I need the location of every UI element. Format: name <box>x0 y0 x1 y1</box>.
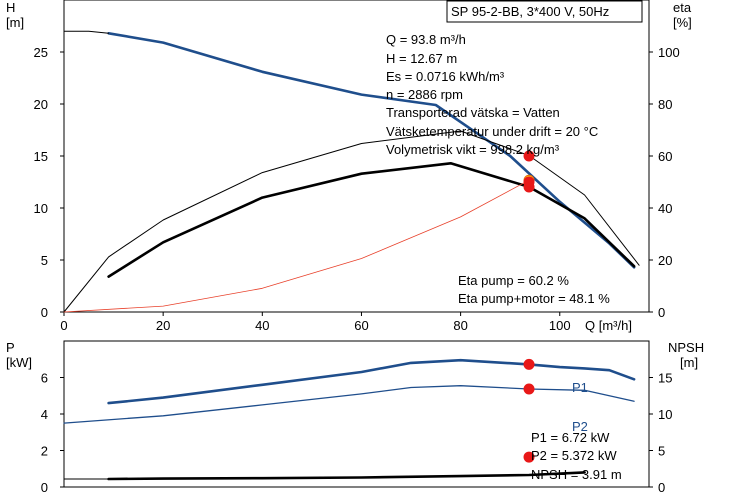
top-y2-tick-label: 0 <box>658 305 665 320</box>
top-y-left-label-unit: [m] <box>6 15 24 30</box>
bottom-marker-p2 <box>523 383 535 395</box>
bottom-y-tick-label: 4 <box>41 407 48 422</box>
info-h: H = 12.67 m <box>386 51 457 66</box>
bottom-y2-tick-label: 0 <box>658 480 665 495</box>
info-temperature: Vätsketemperatur under drift = 20 °C <box>386 124 598 139</box>
info-npsh: NPSH = 3.91 m <box>531 467 622 482</box>
top-x-tick-label: 100 <box>549 318 571 333</box>
top-y-tick-label: 15 <box>34 149 48 164</box>
info-liquid: Transporterad vätska = Vatten <box>386 105 560 120</box>
top-series-eta-pump <box>63 130 640 313</box>
efficiency-info: Eta pump = 60.2 % Eta pump+motor = 48.1 … <box>458 273 610 306</box>
top-y-tick-label: 10 <box>34 201 48 216</box>
top-x-axis-label: Q [m³/h] <box>585 318 632 333</box>
bottom-marker-npsh <box>523 451 535 463</box>
info-p1: P1 = 6.72 kW <box>531 430 610 445</box>
top-series-eta-pump-motor <box>107 162 636 278</box>
chart-series <box>63 30 640 481</box>
top-y-right-label-eta: eta <box>673 0 692 15</box>
bottom-y2-tick-label: 5 <box>658 444 665 459</box>
top-y2-tick-label: 40 <box>658 201 672 216</box>
bottom-y-right-label-unit: [m] <box>680 355 698 370</box>
top-y2-tick-label: 60 <box>658 149 672 164</box>
top-y-tick-label: 25 <box>34 45 48 60</box>
pump-title: SP 95-2-BB, 3*400 V, 50Hz <box>451 4 609 19</box>
top-marker-eta-pump-motor <box>523 181 535 193</box>
info-q: Q = 93.8 m³/h <box>386 32 466 47</box>
bottom-marker-p1 <box>523 358 535 370</box>
bottom-chart-plot-area <box>63 340 650 488</box>
top-series-h <box>107 31 636 269</box>
top-y2-tick-label: 20 <box>658 253 672 268</box>
pump-title-box <box>446 0 643 23</box>
bottom-y2-tick-label: 15 <box>658 371 672 386</box>
bottom-y2-tick-label: 10 <box>658 407 672 422</box>
top-x-tick-label: 0 <box>60 318 67 333</box>
series-label-p1: P1 <box>572 380 588 395</box>
info-density: Volymetrisk vikt = 998.2 kg/m³ <box>386 142 560 157</box>
top-y-left-label-h: H <box>6 0 15 15</box>
info-es: Es = 0.0716 kWh/m³ <box>386 69 505 84</box>
info-eta-pump-motor: Eta pump+motor = 48.1 % <box>458 291 610 306</box>
info-eta-pump: Eta pump = 60.2 % <box>458 273 569 288</box>
top-y-tick-label: 20 <box>34 97 48 112</box>
info-p2: P2 = 5.372 kW <box>531 448 617 463</box>
top-y-tick-label: 0 <box>41 305 48 320</box>
top-y2-tick-label: 80 <box>658 97 672 112</box>
top-y-right-label-unit: [%] <box>673 15 692 30</box>
bottom-series-npsh <box>107 471 586 481</box>
bottom-y-left-label-unit: [kW] <box>6 355 32 370</box>
bottom-y-left-label-p: P <box>6 340 15 355</box>
top-y2-tick-label: 100 <box>658 45 680 60</box>
bottom-y-right-label-npsh: NPSH <box>668 340 704 355</box>
power-info: P1 = 6.72 kW P2 = 5.372 kW NPSH = 3.91 m <box>531 430 622 482</box>
top-chart-plot-area <box>63 0 650 313</box>
bottom-series-p2 <box>63 385 635 424</box>
series-label-p2: P2 <box>572 419 588 434</box>
top-x-tick-label: 20 <box>156 318 170 333</box>
top-marker-q-h <box>523 150 535 162</box>
top-series-system-curve <box>63 179 530 313</box>
bottom-series-p1 <box>107 358 636 405</box>
top-y-tick-label: 5 <box>41 253 48 268</box>
duty-point-info: Q = 93.8 m³/h H = 12.67 m Es = 0.0716 kW… <box>386 32 598 157</box>
bottom-y-tick-label: 0 <box>41 480 48 495</box>
bottom-y-tick-label: 6 <box>41 371 48 386</box>
top-series-h-extrapolated <box>63 30 110 34</box>
top-x-tick-label: 40 <box>255 318 269 333</box>
bottom-y-tick-label: 2 <box>41 444 48 459</box>
axis-ticks: 0 20 40 60 80 1000510152025020406080100024605… <box>34 45 680 495</box>
info-n: n = 2886 rpm <box>386 87 463 102</box>
top-x-tick-label: 80 <box>453 318 467 333</box>
chart-markers <box>523 150 535 463</box>
top-x-tick-label: 60 <box>354 318 368 333</box>
